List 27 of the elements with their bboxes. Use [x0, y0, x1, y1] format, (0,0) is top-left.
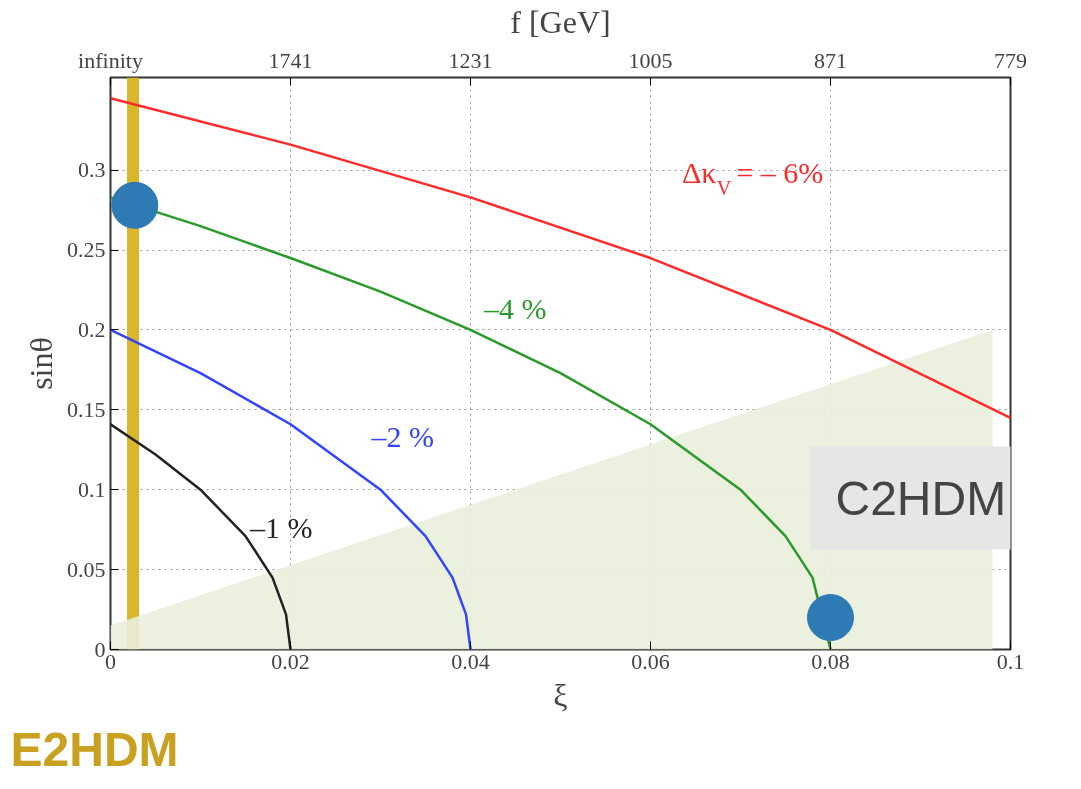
y-tick-label: 0.3 [78, 157, 106, 183]
x-axis-title: ξ [553, 676, 568, 713]
x-tick-label: 0.04 [451, 648, 490, 674]
text: 871 [814, 47, 847, 73]
text: 1231 [448, 47, 493, 73]
y-tick-label: 0.05 [67, 556, 106, 582]
line-series [110, 328, 472, 650]
text: 779 [994, 47, 1027, 73]
y-tick-label: 0.25 [67, 237, 106, 263]
text: 1741 [268, 47, 313, 73]
text: E2HDM [10, 722, 179, 776]
text: infinity [78, 47, 143, 73]
y-tick-label: 0.1 [78, 476, 106, 502]
x2-axis-title: f [GeV] [510, 3, 611, 40]
annotation: C2HDM [835, 471, 1007, 525]
text: 1005 [628, 47, 673, 73]
x-tick-label: 0.02 [271, 648, 310, 674]
y-tick-label: 0.15 [67, 396, 106, 422]
line-series [110, 97, 1011, 420]
annotation: –2 % [370, 419, 434, 453]
y-tick-label: 0.2 [78, 316, 106, 342]
x-tick-label: 0.08 [811, 648, 850, 674]
annotation: –4 % [483, 292, 547, 326]
x-tick-label: 0.06 [631, 648, 670, 674]
x-tick-label: 0.1 [996, 648, 1025, 674]
annotation: –1 % [249, 511, 313, 545]
y-axis-title: sinθ [23, 337, 59, 390]
